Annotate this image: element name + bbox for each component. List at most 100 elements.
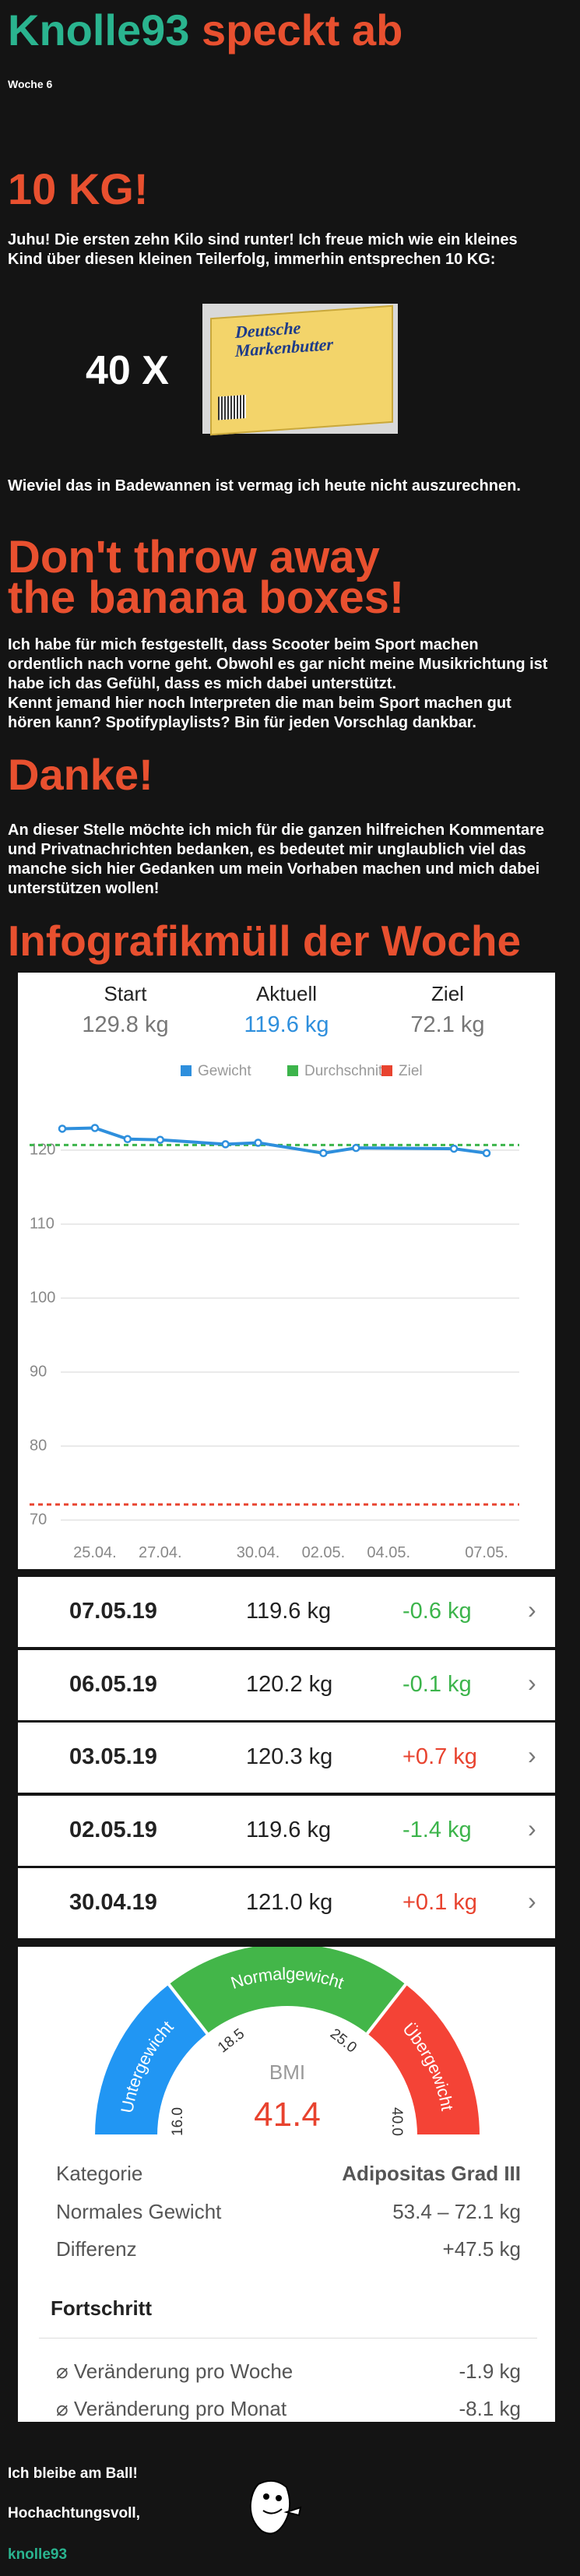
legend-label: Ziel xyxy=(399,1063,423,1079)
entry-date: 07.05.19 xyxy=(69,1599,157,1624)
x-tick-label: 30.04. xyxy=(237,1544,280,1561)
mouth xyxy=(262,2508,283,2514)
footer-line: Hochachtungsvoll, xyxy=(8,2505,140,2521)
eye xyxy=(263,2493,269,2500)
point xyxy=(482,1149,491,1158)
entry-weight: 121.0 kg xyxy=(246,1890,333,1915)
heading: Danke! xyxy=(8,750,153,799)
y-tick-label: 70 xyxy=(30,1511,47,1528)
summary-item: Aktuell 119.6 kg xyxy=(216,982,357,1038)
legend-label: Gewicht xyxy=(198,1063,251,1079)
butter-image: Deutsche Markenbutter xyxy=(202,304,398,436)
bmi-label: BMI xyxy=(269,2060,305,2084)
legend-swatch xyxy=(287,1065,298,1076)
point xyxy=(156,1135,165,1144)
gauge-tick-label: 25.0 xyxy=(327,2025,360,2056)
summary-label: Aktuell xyxy=(255,982,318,1005)
entry-change: +0.1 kg xyxy=(402,1890,477,1915)
eye xyxy=(276,2495,282,2501)
blog-title: Knolle93 speckt ab xyxy=(8,5,402,55)
progress-title: Fortschritt xyxy=(51,2296,152,2320)
gauge-tick-label: 16.0 xyxy=(170,2107,186,2136)
bmi-value: 41.4 xyxy=(254,2096,321,2134)
legend-swatch xyxy=(181,1065,192,1076)
legend-label: Durchschnitt xyxy=(304,1063,387,1079)
detail-value: Adipositas Grad III xyxy=(342,2162,521,2185)
detail-row: Differenz +47.5 kg xyxy=(56,2237,521,2261)
heading: Don't throw away the banana boxes! xyxy=(8,535,405,623)
entry-date: 06.05.19 xyxy=(69,1671,157,1697)
gauge-tick-label: 18.5 xyxy=(215,2025,248,2056)
point xyxy=(319,1149,328,1158)
chevron: › xyxy=(528,1596,536,1624)
y-tick-label: 90 xyxy=(30,1363,47,1380)
smiley-drawing xyxy=(249,2479,302,2535)
x-tick-label: 02.05. xyxy=(302,1544,346,1561)
footer-line: Ich bleibe am Ball! xyxy=(8,2465,138,2482)
progress-row: ⌀ Veränderung pro Woche -1.9 kg xyxy=(56,2360,521,2384)
legend-swatch xyxy=(381,1065,392,1076)
point xyxy=(90,1124,100,1132)
detail-value: +47.5 kg xyxy=(442,2237,521,2261)
progress-key: ⌀ Veränderung pro Monat xyxy=(56,2397,287,2420)
y-tick-label: 110 xyxy=(30,1215,54,1232)
progress-key: ⌀ Veränderung pro Woche xyxy=(56,2360,294,2383)
paragraph: Juhu! Die ersten zehn Kilo sind runter! … xyxy=(8,231,518,268)
detail-key: Differenz xyxy=(56,2237,137,2261)
doodle xyxy=(249,2479,291,2535)
y-tick-label: 120 xyxy=(30,1141,55,1158)
heading: 10 KG! xyxy=(8,164,149,213)
summary-label: Start xyxy=(104,982,147,1005)
entry-weight: 119.6 kg xyxy=(246,1599,332,1624)
y-tick-label: 100 xyxy=(30,1289,55,1306)
x-tick-label: 25.04. xyxy=(73,1544,117,1561)
entry-change: +0.7 kg xyxy=(402,1744,477,1769)
detail-key: Kategorie xyxy=(56,2162,143,2185)
weight-chart: 70 80 90 100 110 120 25.04. 27.04. 30.04. 02.05. 0… xyxy=(30,1063,519,1561)
chevron: › xyxy=(528,1887,536,1915)
point xyxy=(123,1135,132,1143)
barcode xyxy=(218,394,246,421)
entry-date: 03.05.19 xyxy=(69,1744,157,1769)
summary: Start 129.8 kg Aktuell 119.6 kg Ziel 72.1 k… xyxy=(55,982,518,1038)
entry-row: 07.05.19 119.6 kg -0.6 kg › xyxy=(18,1577,555,1647)
paragraph: Wieviel das in Badewannen ist vermag ich… xyxy=(8,477,521,494)
butter-pack: Deutsche Markenbutter xyxy=(210,304,393,436)
chevron: › xyxy=(528,1741,536,1769)
heading-line: the banana boxes! xyxy=(8,572,405,623)
summary-item: Ziel 72.1 kg xyxy=(378,982,518,1038)
detail-value: 53.4 – 72.1 kg xyxy=(392,2200,521,2223)
chevron: › xyxy=(528,1668,536,1697)
summary-label: Ziel xyxy=(431,982,464,1005)
week-label: Woche 6 xyxy=(8,78,53,90)
entry-weight: 120.2 kg xyxy=(246,1671,333,1697)
point xyxy=(254,1138,262,1147)
entry-change: -1.4 kg xyxy=(402,1817,472,1842)
paragraph-line: Kennt jemand hier noch Interpreten die m… xyxy=(8,695,511,731)
chart-card: Start 129.8 kg Aktuell 119.6 kg Ziel 72.1 k… xyxy=(18,973,555,1569)
gauge-segment xyxy=(364,1980,483,2138)
summary-item: Start 129.8 kg xyxy=(55,982,195,1038)
entry-row: 06.05.19 120.2 kg -0.1 kg › xyxy=(18,1649,555,1720)
summary-value: 119.6 kg xyxy=(244,1012,329,1037)
entry-date: 30.04.19 xyxy=(69,1890,157,1915)
detail-row: Normales Gewicht 53.4 – 72.1 kg xyxy=(56,2200,521,2224)
entry-row: 02.05.19 119.6 kg -1.4 kg › xyxy=(18,1795,555,1866)
hand xyxy=(283,2506,302,2517)
entry-weight: 119.6 kg xyxy=(246,1817,332,1842)
summary-value: 72.1 kg xyxy=(410,1012,485,1037)
x-tick-label: 04.05. xyxy=(367,1544,410,1561)
title-rest: speckt ab xyxy=(201,5,403,55)
point xyxy=(221,1140,230,1149)
paragraph: An dieser Stelle möchte ich mich für die… xyxy=(8,822,545,897)
point xyxy=(58,1124,67,1133)
bmi-gauge: BMI 41.4 UntergewichtNormalgewichtÜberge… xyxy=(91,1947,483,2138)
heading: Infografikmüll der Woche xyxy=(8,917,522,965)
x-tick-label: 27.04. xyxy=(139,1544,182,1561)
paragraph-line: Ich habe für mich festgestellt, dass Sco… xyxy=(8,636,548,692)
chevron: › xyxy=(528,1814,536,1842)
entry-weight: 120.3 kg xyxy=(246,1744,333,1769)
gauge-tick-label: 40.0 xyxy=(388,2107,405,2136)
progress-value: -1.9 kg xyxy=(459,2360,522,2383)
